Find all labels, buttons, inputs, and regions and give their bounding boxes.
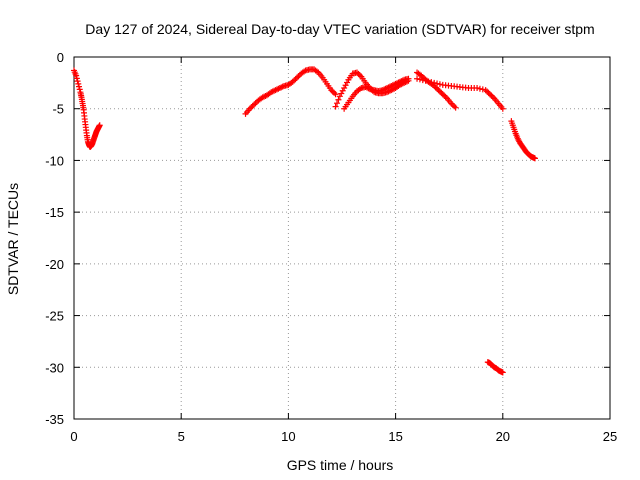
data-point xyxy=(341,85,348,92)
series-arc-7 xyxy=(508,118,538,162)
data-point xyxy=(441,92,448,99)
data-points xyxy=(71,66,538,376)
y-tick-label: -35 xyxy=(45,412,64,427)
series-arc-8 xyxy=(484,359,506,376)
data-point xyxy=(431,79,438,86)
data-point xyxy=(416,76,423,83)
data-point xyxy=(96,122,103,129)
data-point xyxy=(329,88,336,95)
series-arc-5 xyxy=(414,69,459,111)
data-point xyxy=(425,78,432,85)
data-point xyxy=(428,79,435,86)
x-tick-label: 5 xyxy=(178,429,185,444)
series-arc-1 xyxy=(71,67,103,150)
data-point xyxy=(76,86,83,93)
data-point xyxy=(339,87,346,94)
data-point xyxy=(344,79,351,86)
data-point xyxy=(479,86,486,93)
data-point xyxy=(251,101,258,108)
data-point xyxy=(452,104,459,111)
data-point xyxy=(531,155,538,162)
x-tick-label: 25 xyxy=(603,429,617,444)
data-point xyxy=(499,369,506,376)
data-point xyxy=(449,101,456,108)
y-tick-label: -30 xyxy=(45,360,64,375)
data-point xyxy=(499,105,506,112)
data-point xyxy=(434,85,441,92)
data-point xyxy=(482,87,489,94)
y-tick-label: 0 xyxy=(57,50,64,65)
data-point xyxy=(486,91,493,98)
y-axis-label: SDTVAR / TECUs xyxy=(5,183,21,295)
data-point xyxy=(331,89,338,96)
series-arc-6 xyxy=(414,75,506,112)
data-point xyxy=(488,92,495,99)
data-point xyxy=(476,85,483,92)
data-point xyxy=(76,83,83,90)
data-point xyxy=(414,75,421,82)
data-point xyxy=(354,69,361,76)
data-point xyxy=(332,103,339,110)
data-point xyxy=(438,89,445,96)
data-point xyxy=(405,75,412,82)
y-tick-label: -10 xyxy=(45,153,64,168)
data-point xyxy=(293,74,300,81)
data-point xyxy=(474,85,481,92)
y-tick-label: -20 xyxy=(45,257,64,272)
data-point xyxy=(419,77,426,84)
data-point xyxy=(435,87,442,94)
data-point xyxy=(252,100,259,107)
data-point xyxy=(355,70,362,77)
series-arc-4 xyxy=(341,75,412,112)
y-tick-label: -25 xyxy=(45,309,64,324)
data-point xyxy=(295,73,302,80)
data-point xyxy=(489,93,496,100)
data-point xyxy=(333,100,340,107)
data-point xyxy=(436,88,443,95)
data-point xyxy=(335,96,342,103)
plot-frame xyxy=(73,56,611,420)
data-point xyxy=(442,93,449,100)
x-tick-label: 20 xyxy=(496,429,510,444)
data-point xyxy=(74,78,81,85)
data-point xyxy=(248,104,255,111)
data-point xyxy=(73,75,80,82)
data-point xyxy=(342,82,349,89)
x-tick-label: 10 xyxy=(281,429,295,444)
data-point xyxy=(292,76,299,83)
axis-ticks: 0 5 10 15 20 25 0 -5 -10 -15 -20 -25 -30 -35 xyxy=(45,50,617,444)
data-point xyxy=(485,89,492,96)
x-axis-label: GPS time / hours xyxy=(287,457,394,473)
x-tick-label: 0 xyxy=(70,429,77,444)
y-tick-label: -5 xyxy=(52,102,64,117)
x-tick-label: 15 xyxy=(388,429,402,444)
data-point xyxy=(439,91,446,98)
data-point xyxy=(451,103,458,110)
data-point xyxy=(73,72,80,79)
data-point xyxy=(422,77,429,84)
data-point xyxy=(332,91,339,98)
chart-title: Day 127 of 2024, Sidereal Day-to-day VTE… xyxy=(85,21,594,37)
grid-lines xyxy=(74,57,610,419)
data-point xyxy=(436,81,443,88)
data-point xyxy=(338,90,345,97)
data-point xyxy=(434,80,441,87)
series-arc-2 xyxy=(242,66,339,117)
data-point xyxy=(75,80,82,87)
y-tick-label: -15 xyxy=(45,205,64,220)
data-point xyxy=(249,102,256,109)
